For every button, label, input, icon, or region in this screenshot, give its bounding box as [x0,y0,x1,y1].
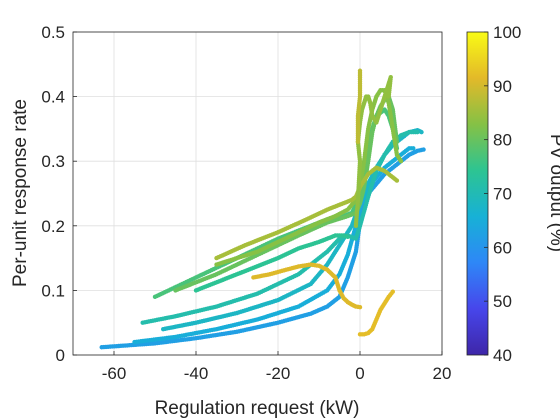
x-axis-label: Regulation request (kW) [155,398,360,419]
colorbar-ticks: 40 50 60 70 80 90 100 [484,23,521,365]
colorbar-tick-label-6: 100 [493,23,521,42]
colorbar-tick-label-4: 80 [493,131,512,150]
series-12 [357,289,395,337]
y-tick-label-4: 0.4 [41,88,65,107]
colorbar-tick-label-1: 50 [493,292,512,311]
series-7 [214,87,404,267]
y-tick-label-2: 0.2 [41,217,65,236]
y-tick-label-0: 0 [56,346,65,365]
y-axis-ticks: 0 0.1 0.2 0.3 0.4 0.5 [41,23,77,365]
y-tick-label-1: 0.1 [41,281,65,300]
plot-background [73,32,442,355]
data-point [415,129,420,135]
x-tick-label-1: -40 [184,364,209,383]
series-4 [193,233,350,293]
colorbar-tick-label-3: 70 [493,185,512,204]
x-tick-label-0: -60 [102,364,127,383]
data-point [390,289,395,294]
data-point [419,129,424,135]
colorbar-tick-label-2: 60 [493,238,512,257]
data-point [411,146,416,151]
x-axis-ticks: -60 -40 -20 0 20 [102,351,452,383]
data-point [357,305,363,310]
y-axis-label: Per-unit response rate [10,99,31,287]
data-point [421,147,426,152]
data-point [398,159,404,164]
x-tick-label-2: -20 [266,364,291,383]
series-11 [251,262,363,310]
x-tick-label-3: 0 [355,364,364,383]
data-point [386,94,391,99]
data-point [345,234,350,239]
data-point [357,68,363,73]
colorbar-tick-label-0: 40 [493,346,512,365]
y-tick-label-5: 0.5 [41,23,65,42]
y-tick-label-3: 0.3 [41,152,65,171]
data-points [99,68,426,350]
colorbar-tick-label-5: 90 [493,77,512,96]
series-10 [355,68,363,145]
colorbar-label: PV output (%) [546,134,560,252]
series-9 [353,75,393,228]
plot-frame [72,31,443,356]
data-point [394,178,400,183]
x-tick-label-4: 20 [433,364,452,383]
